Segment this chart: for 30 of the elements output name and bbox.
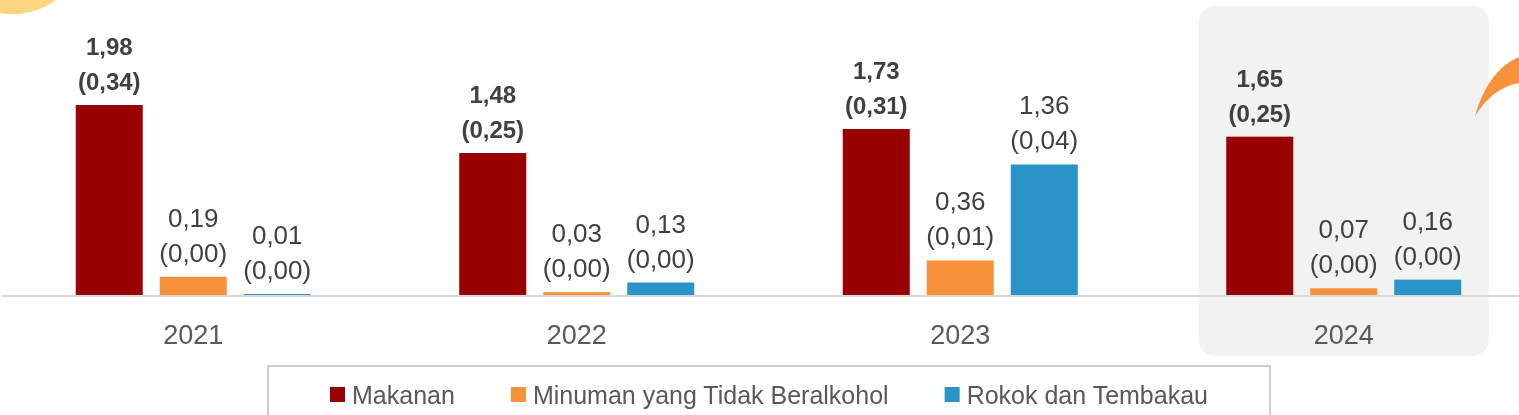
bar: [842, 128, 910, 295]
x-tick-label: 2022: [546, 320, 607, 350]
bar: [459, 152, 527, 295]
data-label: 1,48 (0,25): [461, 80, 525, 143]
legend-label: Makanan: [352, 381, 455, 409]
data-label: 0,01 (0,00): [243, 220, 312, 286]
data-label: 1,73 (0,31): [844, 56, 908, 119]
x-tick-label: 2021: [163, 320, 224, 350]
bar: [926, 260, 994, 295]
bar: [1010, 164, 1078, 295]
data-label: 0,36 (0,01): [926, 186, 995, 252]
data-label: 1,36 (0,04): [1010, 90, 1079, 156]
bar: [1394, 279, 1462, 295]
data-label: 0,03 (0,00): [542, 218, 611, 284]
data-label: 0,16 (0,00): [1393, 205, 1462, 271]
bar: [1310, 288, 1378, 295]
data-label: 0,19 (0,00): [159, 202, 228, 268]
legend-label: Minuman yang Tidak Beralkohol: [532, 381, 889, 409]
x-tick-label: 2024: [1313, 320, 1374, 350]
x-tick-label: 2023: [930, 320, 991, 350]
bar: [159, 276, 227, 295]
bar: [627, 282, 695, 295]
bar: [75, 105, 143, 295]
bar: [1226, 136, 1294, 295]
data-label: 1,98 (0,34): [77, 33, 141, 95]
bar: [543, 292, 611, 295]
legend-label: Rokok dan Tembakau: [966, 381, 1208, 409]
data-label: 0,13 (0,00): [626, 208, 695, 274]
data-label: 0,07 (0,00): [1309, 214, 1378, 280]
data-label: 1,65 (0,25): [1228, 64, 1292, 127]
